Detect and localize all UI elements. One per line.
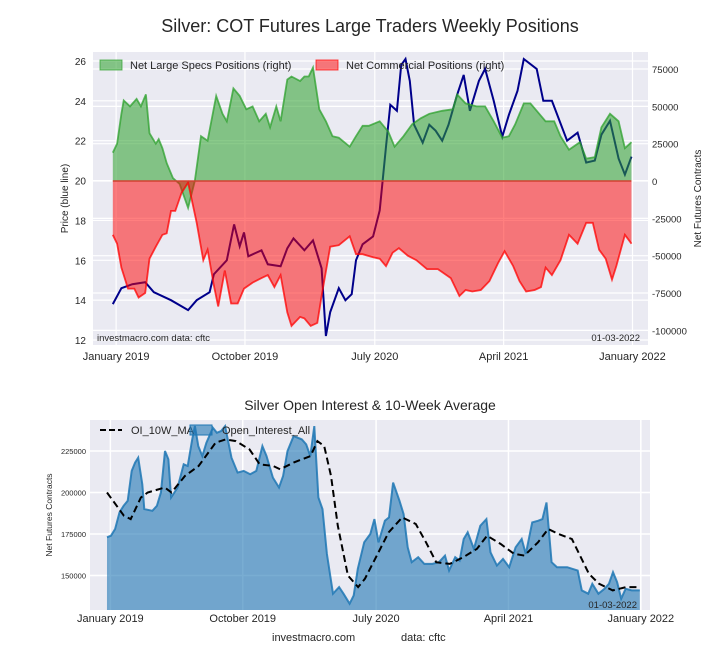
y-tick-label: 150000	[61, 571, 86, 580]
bottom-chart-title: Silver Open Interest & 10-Week Average	[244, 397, 496, 413]
y-tick-right: 0	[652, 177, 657, 188]
cot-positions-chart: 12 14 16 18 20 22 24 26 -100000 -75000 -50000 -2500…	[60, 52, 704, 363]
legend-oi-swatch	[190, 425, 212, 435]
legend-oi-label: Open_Interest_All	[222, 425, 310, 437]
top-chart-title: Silver: COT Futures Large Traders Weekly…	[161, 16, 579, 36]
y-tick-left: 20	[75, 177, 87, 188]
y-tick-label: 200000	[61, 489, 86, 498]
y-tick-right: 50000	[652, 102, 678, 113]
x-tick-label: April 2021	[484, 613, 534, 625]
x-tick-label: April 2021	[479, 351, 529, 363]
x-tick-label: January 2019	[77, 613, 144, 625]
y-tick-right: -50000	[652, 252, 682, 263]
y-axis-label-right: Net Futures Contracts	[693, 150, 704, 248]
y-tick-right: 25000	[652, 140, 678, 151]
x-tick-label: July 2020	[351, 351, 398, 363]
y-tick-left: 22	[75, 137, 87, 148]
x-tick-label: January 2019	[83, 351, 150, 363]
legend-specs-swatch	[100, 60, 122, 70]
x-tick-label: January 2022	[599, 351, 666, 363]
open-interest-chart: 150000 175000 200000 225000 January 2019 Octo…	[44, 420, 674, 625]
y-tick-right: 75000	[652, 65, 678, 76]
x-tick-label: October 2019	[209, 613, 276, 625]
y-tick-left: 16	[75, 256, 87, 267]
footer-site: investmacro.com	[272, 632, 355, 644]
y-tick-left: 12	[75, 336, 87, 347]
y-axis-label: Net Futures Contracts	[44, 473, 54, 556]
y-axis-label-left: Price (blue line)	[60, 164, 71, 233]
y-tick-left: 18	[75, 216, 87, 227]
y-tick-left: 24	[75, 97, 87, 108]
legend-commercial-swatch	[316, 60, 338, 70]
legend-specs-label: Net Large Specs Positions (right)	[130, 60, 291, 72]
x-tick-label: January 2022	[608, 613, 675, 625]
annotation-source: investmacro.com data: cftc	[97, 333, 210, 344]
legend-ma-label: OI_10W_MA	[131, 425, 195, 437]
y-tick-right: -75000	[652, 289, 682, 300]
y-tick-left: 26	[75, 57, 87, 68]
annotation-date: 01-03-2022	[591, 333, 640, 344]
legend-commercial-label: Net Commercial Positions (right)	[346, 60, 504, 72]
y-tick-right: -100000	[652, 326, 687, 337]
x-tick-label: July 2020	[353, 613, 400, 625]
y-tick-label: 175000	[61, 530, 86, 539]
x-tick-label: October 2019	[212, 351, 279, 363]
y-tick-label: 225000	[61, 447, 86, 456]
annotation-date: 01-03-2022	[588, 600, 637, 611]
y-tick-left: 14	[75, 296, 87, 307]
y-tick-right: -25000	[652, 214, 682, 225]
footer-source: data: cftc	[401, 632, 446, 644]
